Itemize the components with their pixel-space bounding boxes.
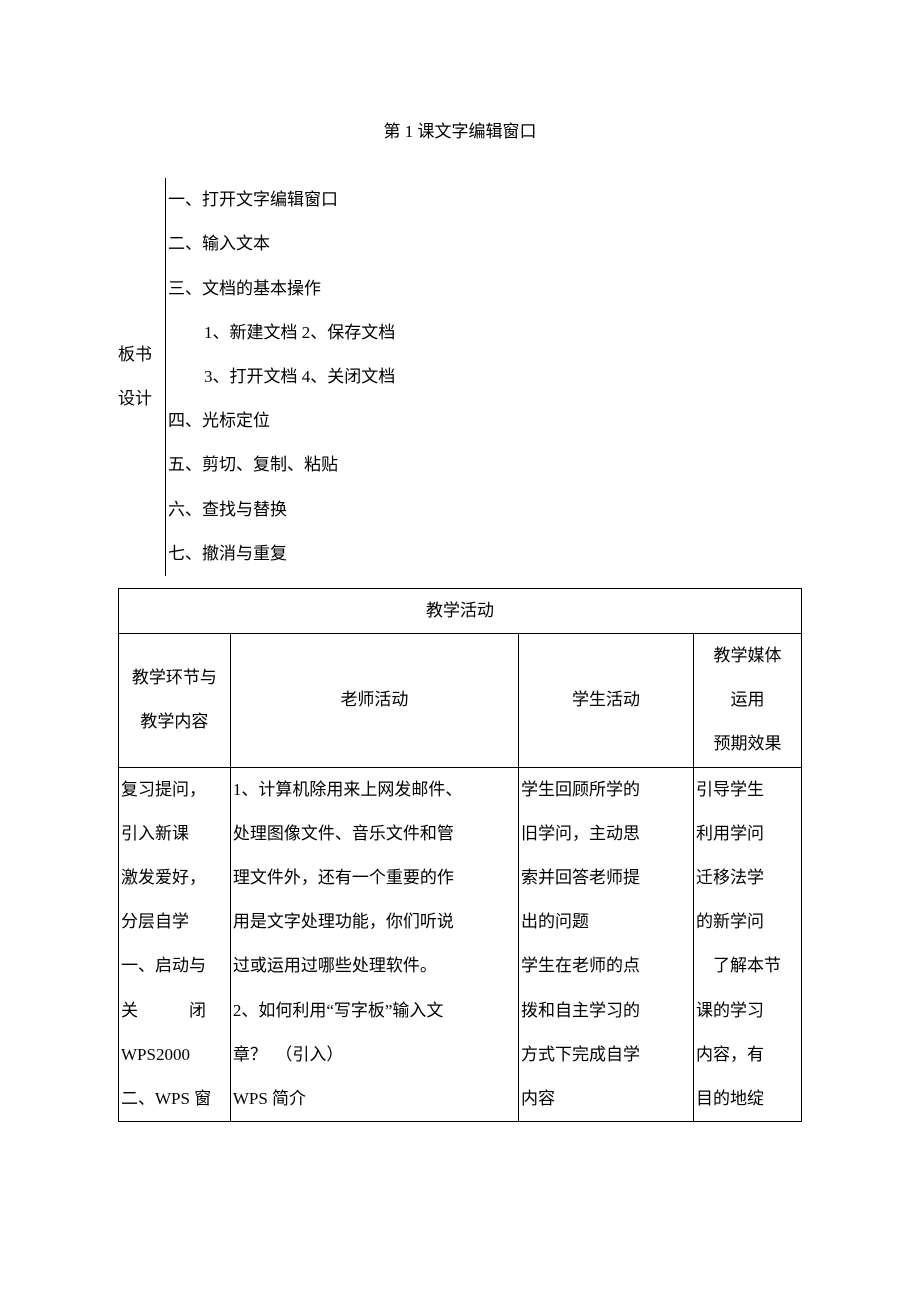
header-4-line-2: 运用 [696, 678, 799, 722]
header-4-line-1: 教学媒体 [696, 634, 799, 678]
activity-table: 教学活动 教学环节与 教学内容 老师活动 学生活动 教学媒体 运用 预期效果 复… [118, 588, 802, 1122]
header-merged: 教学活动 [119, 588, 802, 633]
header-1-line-2: 教学内容 [121, 700, 228, 744]
table-row: 复习提问， 引入新课 激发爱好， 分层自学 一、启动与 关 闭 WPS2000 … [119, 767, 802, 1122]
cell-env-content: 复习提问， 引入新课 激发爱好， 分层自学 一、启动与 关 闭 WPS2000 … [119, 767, 231, 1122]
table-header-merged-row: 教学活动 [119, 588, 802, 633]
cell-teacher-activity: 1、计算机除用来上网发邮件、 处理图像文件、音乐文件和管 理文件外，还有一个重要… [230, 767, 518, 1122]
header-col-3: 学生活动 [519, 634, 694, 768]
outline-line-9: 七、撤消与重复 [168, 532, 802, 576]
lesson-title: 第 1 课文字编辑窗口 [118, 110, 802, 154]
label-line-2: 设计 [118, 377, 152, 421]
label-line-1: 板书 [118, 333, 152, 377]
board-design-label: 板书 设计 [118, 178, 165, 576]
header-4-line-3: 预期效果 [696, 722, 799, 766]
cell-student-activity: 学生回顾所学的 旧学问，主动思 索并回答老师提 出的问题 学生在老师的点 拨和自… [519, 767, 694, 1122]
outline-line-8: 六、查找与替换 [168, 488, 802, 532]
document-page: 第 1 课文字编辑窗口 板书 设计 一、打开文字编辑窗口 二、输入文本 三、文档… [0, 0, 920, 1122]
header-col-1: 教学环节与 教学内容 [119, 634, 231, 768]
outline-line-2: 二、输入文本 [168, 222, 802, 266]
table-header-row: 教学环节与 教学内容 老师活动 学生活动 教学媒体 运用 预期效果 [119, 634, 802, 768]
outline-line-7: 五、剪切、复制、粘贴 [168, 443, 802, 487]
outline-line-3: 三、文档的基本操作 [168, 267, 802, 311]
header-col-4: 教学媒体 运用 预期效果 [694, 634, 802, 768]
cell-media-effect: 引导学生 利用学问 迁移法学 的新学问 了解本节 课的学习 内容，有 目的地绽 [694, 767, 802, 1122]
board-design-section: 板书 设计 一、打开文字编辑窗口 二、输入文本 三、文档的基本操作 1、新建文档… [118, 178, 802, 576]
outline-line-6: 四、光标定位 [168, 399, 802, 443]
header-1-line-1: 教学环节与 [121, 656, 228, 700]
board-design-content: 一、打开文字编辑窗口 二、输入文本 三、文档的基本操作 1、新建文档 2、保存文… [165, 178, 802, 576]
header-col-2: 老师活动 [230, 634, 518, 768]
outline-line-1: 一、打开文字编辑窗口 [168, 178, 802, 222]
outline-line-4: 1、新建文档 2、保存文档 [168, 311, 802, 355]
outline-line-5: 3、打开文档 4、关闭文档 [168, 355, 802, 399]
